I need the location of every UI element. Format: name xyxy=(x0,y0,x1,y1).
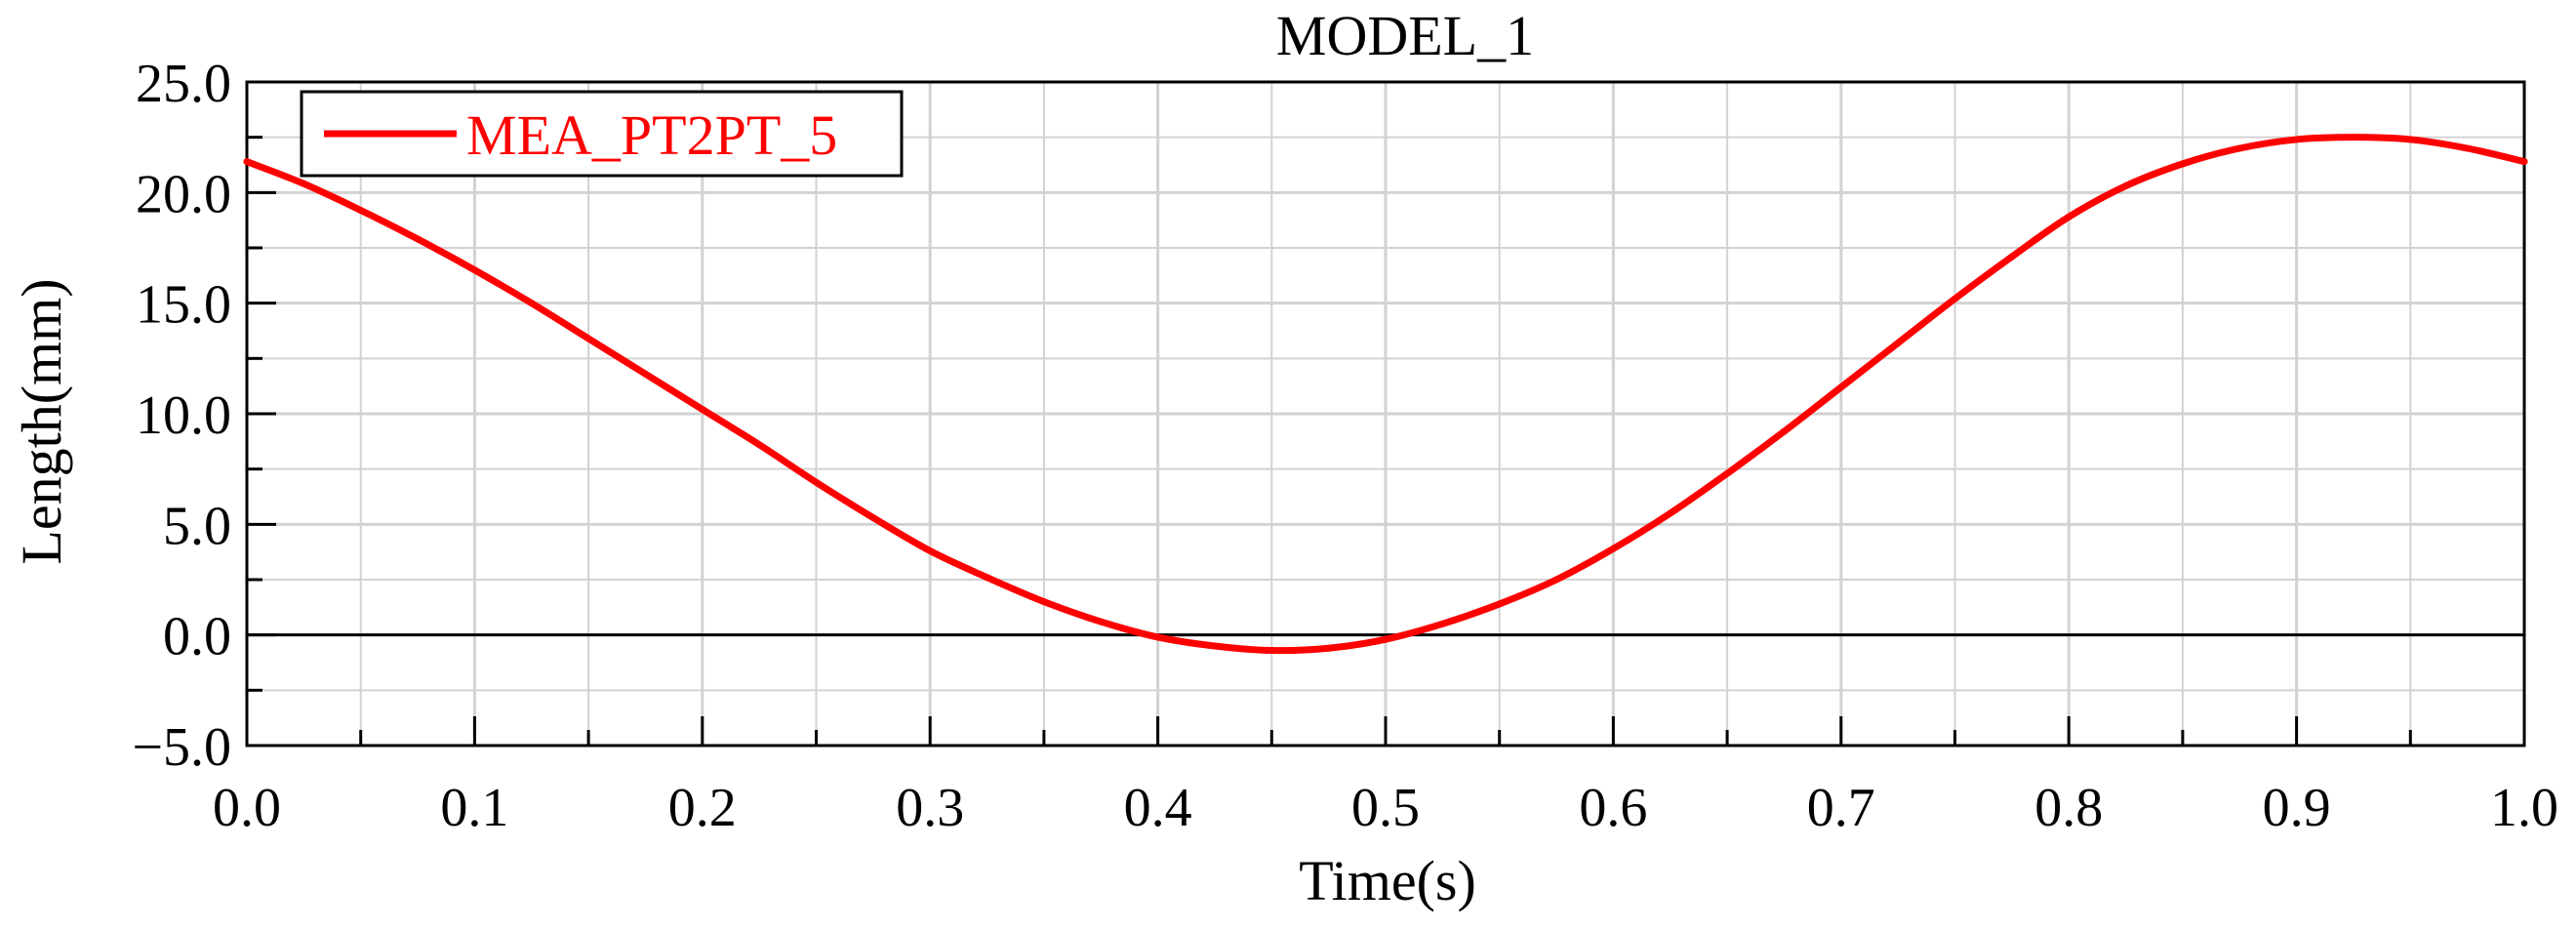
data-point xyxy=(528,300,535,306)
x-tick-label: 0.1 xyxy=(440,778,508,838)
data-point xyxy=(244,158,251,165)
data-point xyxy=(415,235,422,242)
data-point xyxy=(1325,645,1332,652)
x-tick-label: 0.0 xyxy=(213,778,281,838)
data-point xyxy=(642,371,649,378)
chart: MODEL_1 −5.00.05.010.015.020.025.0 0.0 0.… xyxy=(0,0,2576,929)
data-point xyxy=(585,335,592,342)
data-point xyxy=(2407,136,2414,142)
data-point xyxy=(1098,619,1105,626)
data-point xyxy=(471,266,478,273)
x-tick-label: 0.3 xyxy=(896,778,964,838)
y-tick-label: 5.0 xyxy=(163,496,231,556)
data-point xyxy=(927,547,934,554)
y-tick-label: 0.0 xyxy=(163,607,231,667)
data-point xyxy=(1154,633,1161,640)
data-point xyxy=(2122,182,2129,189)
legend-label: MEA_PT2PT_5 xyxy=(466,103,837,167)
data-point xyxy=(1040,598,1047,605)
x-tick-label: 0.2 xyxy=(668,778,737,838)
data-point xyxy=(2521,158,2528,165)
data-point xyxy=(2293,136,2300,142)
x-tick-labels: 0.0 0.1 0.2 0.3 0.4 0.5 0.6 0.7 0.8 0.9 1.0 xyxy=(213,778,2558,838)
data-point xyxy=(1610,545,1617,552)
data-point xyxy=(2066,214,2073,221)
data-point xyxy=(2464,145,2471,152)
data-point xyxy=(699,406,705,413)
x-tick-label: 0.8 xyxy=(2034,778,2103,838)
legend: MEA_PT2PT_5 xyxy=(302,92,902,176)
data-point xyxy=(1553,577,1560,584)
y-tick-label: 20.0 xyxy=(136,164,231,224)
data-point xyxy=(869,514,876,521)
data-point xyxy=(1837,384,1844,390)
data-point xyxy=(2179,160,2186,167)
data-point xyxy=(1781,428,1788,435)
x-tick-label: 0.6 xyxy=(1579,778,1647,838)
data-point xyxy=(984,574,990,581)
data-point xyxy=(2350,134,2356,141)
data-point xyxy=(1895,340,1902,346)
data-point xyxy=(813,479,820,486)
data-point xyxy=(2236,145,2243,152)
data-point xyxy=(357,207,364,214)
x-axis-label: Time(s) xyxy=(1299,849,1476,912)
x-tick-label: 0.4 xyxy=(1124,778,1192,838)
data-point xyxy=(301,181,307,187)
data-point xyxy=(1724,470,1731,477)
data-point xyxy=(1439,621,1446,627)
y-tick-label: 15.0 xyxy=(136,275,231,336)
data-point xyxy=(1496,600,1503,607)
data-point xyxy=(2008,254,2015,261)
data-point xyxy=(1383,636,1389,643)
data-point xyxy=(1667,510,1673,517)
x-tick-label: 1.0 xyxy=(2490,778,2558,838)
x-tick-label: 0.5 xyxy=(1351,778,1420,838)
y-tick-label: −5.0 xyxy=(132,717,231,778)
data-point xyxy=(1211,643,1218,650)
data-point xyxy=(756,441,763,448)
y-axis-label: Length(mm) xyxy=(10,278,73,564)
y-tick-labels: −5.0 0.0 5.0 10.0 15.0 20.0 25.0 xyxy=(132,54,231,778)
data-point xyxy=(1952,296,1958,303)
y-tick-label: 10.0 xyxy=(136,385,231,446)
data-point xyxy=(1268,647,1275,654)
x-tick-label: 0.9 xyxy=(2263,778,2331,838)
chart-title: MODEL_1 xyxy=(1276,4,1534,67)
y-tick-label: 25.0 xyxy=(136,54,231,114)
x-tick-label: 0.7 xyxy=(1807,778,1875,838)
